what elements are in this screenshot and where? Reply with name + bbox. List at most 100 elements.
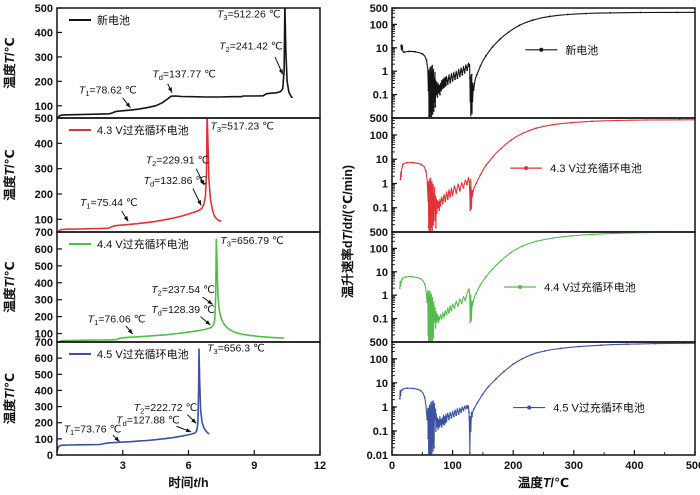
right-panel-4-5v-overcharge: 0.01 0.1 1 10 100 500 0 100 200 300 400 500 4.5 V过充循… [367, 337, 700, 472]
annotation-T1: T1=78.62 ℃ [79, 85, 137, 109]
annotation-text: T2=222.72 ℃ [134, 402, 198, 416]
legend-label: 新电池 [565, 43, 598, 57]
y-tick-label: 200 [35, 76, 53, 88]
annotation-text: T3=656.79 ℃ [220, 235, 284, 249]
y-tick-label: 1 [382, 178, 388, 190]
annotation-text: T3=512.26 ℃ [217, 8, 281, 22]
y-tick-label: 400 [35, 27, 53, 39]
y-tick-label: 100 [35, 434, 53, 446]
legend-4-3v-overcharge: 4.3 V过充循环电池 [69, 123, 189, 137]
x-tick-label: 400 [625, 460, 643, 472]
annotation-Td: Td=128.39 ℃ [151, 304, 215, 326]
y-tick-label: 1 [382, 402, 388, 414]
curve-4-4v-overcharge [58, 238, 284, 342]
y-tick-label: 100 [370, 130, 388, 142]
legend-4-5v-overcharge: 4.5 V过充循环电池 [69, 347, 189, 361]
y-tick-label: 700 [35, 337, 53, 349]
curve-4-3v-overcharge [399, 118, 695, 232]
curve-4-3v-overcharge [57, 118, 222, 232]
y-axis-ticks: 100 200 300 400 500 600 700 [35, 227, 62, 341]
curve-new-battery [57, 8, 294, 118]
y-tick-label: 10 [376, 154, 388, 166]
x-tick-label: 6 [185, 460, 191, 472]
legend-label: 新电池 [97, 13, 130, 27]
y-tick-label: 0.1 [373, 426, 388, 438]
legend-label: 4.4 V过充循环电池 [544, 280, 636, 294]
annotation-Td: Td=137.77 ℃ [152, 69, 216, 93]
annotation-T2: T2=241.42 ℃ [219, 41, 284, 75]
y-tick-label: 100 [370, 243, 388, 255]
y-tick-label: 300 [35, 295, 53, 307]
legend-new-battery: 新电池 [525, 43, 598, 57]
annotation-text: T1=76.06 ℃ [88, 314, 146, 328]
y-tick-label: 200 [35, 189, 53, 201]
x-tick-label: 300 [565, 460, 583, 472]
y-axis-title: 温度T/℃ [2, 149, 17, 200]
y-tick-label: 1 [382, 66, 388, 78]
panel-border [391, 7, 696, 119]
y-tick-label: 200 [35, 418, 53, 430]
annotation-T3: T3=512.26 ℃ [217, 8, 281, 22]
y-axis-title: 温升速率dT/dt/(℃/min) [340, 165, 355, 298]
y-tick-label: 100 [370, 354, 388, 366]
x-axis-ticks: 3 6 9 12 [120, 450, 326, 472]
y-tick-label: 500 [370, 3, 388, 15]
annotation-text: T3=656.3 ℃ [207, 343, 265, 357]
y-tick-label: 400 [35, 138, 53, 150]
annotation-text: T1=73.76 ℃ [64, 423, 122, 437]
legend-4-4v-overcharge: 4.4 V过充循环电池 [69, 237, 189, 251]
y-tick-label: 300 [35, 164, 53, 176]
y-axis-title: 温度T/℃ [2, 37, 17, 88]
annotation-text: Td=127.88 ℃ [116, 414, 180, 428]
panel-border [391, 117, 696, 233]
left-panel-4-5v-overcharge: 0 100 200 300 400 500 600 700 3 6 9 12 4.5 V过充循环电池 T3… [35, 337, 326, 472]
annotation-Td: Td=132.86 ℃ [144, 175, 208, 206]
x-tick-label: 3 [120, 460, 126, 472]
y-axis-ticks: 0 100 200 300 400 500 600 700 [35, 337, 62, 462]
y-tick-label: 100 [35, 101, 53, 113]
y-tick-label: 100 [370, 19, 388, 31]
legend-4-5v-overcharge: 4.5 V过充循环电池 [513, 401, 645, 415]
annotation-text: T2=237.54 ℃ [151, 284, 215, 298]
legend-label: 4.3 V过充循环电池 [97, 123, 189, 137]
y-tick-label: 500 [35, 113, 53, 125]
annotation-text: T3=517.23 ℃ [210, 120, 274, 134]
curve-4-5v-overcharge [399, 342, 695, 455]
annotation-text: T2=229.91 ℃ [146, 155, 210, 169]
y-axis-ticks: 100 200 300 400 500 [35, 3, 62, 113]
y-tick-label: 0.1 [373, 314, 388, 326]
annotation-Td: Td=127.88 ℃ [116, 414, 192, 433]
y-axis-ticks: 0.01 0.1 1 10 100 500 [367, 337, 397, 462]
y-tick-label: 500 [35, 261, 53, 273]
annotation-text: Td=137.77 ℃ [152, 69, 216, 83]
y-tick-label: 1 [382, 290, 388, 302]
curve-4-5v-overcharge [57, 348, 210, 453]
right-panel-new-battery: 0.1 1 10 100 500 新电池 [370, 3, 696, 119]
annotation-text: Td=132.86 ℃ [144, 175, 208, 189]
annotation-T2: T2=222.72 ℃ [134, 402, 198, 424]
x-tick-label: 9 [251, 460, 257, 472]
y-tick-label: 400 [35, 385, 53, 397]
legend-label: 4.5 V过充循环电池 [97, 347, 189, 361]
x-axis-ticks: 0 100 200 300 400 500 [389, 450, 700, 472]
y-tick-label: 400 [35, 278, 53, 290]
y-axis-ticks: 0.1 1 10 100 500 [370, 227, 397, 336]
y-tick-label: 300 [35, 52, 53, 64]
y-tick-label: 600 [35, 353, 53, 365]
x-tick-label: 12 [314, 460, 326, 472]
y-axis-ticks: 0.1 1 10 100 500 [370, 113, 397, 226]
x-axis-title: 温度T/℃ [518, 475, 569, 490]
left-panel-new-battery: 100 200 300 400 500 新电池 T3=512.26 ℃ T2=241.42 ℃… [35, 3, 321, 119]
y-tick-label: 10 [376, 43, 388, 55]
legend-4-4v-overcharge: 4.4 V过充循环电池 [504, 280, 636, 294]
y-tick-label: 500 [370, 227, 388, 239]
annotation-T1: T1=73.76 ℃ [64, 423, 122, 442]
y-tick-label: 0.1 [373, 203, 388, 215]
right-panel-4-4v-overcharge: 0.1 1 10 100 500 4.4 V过充循环电池 [370, 227, 696, 343]
y-tick-label: 500 [370, 337, 388, 349]
annotation-text: T2=241.42 ℃ [219, 41, 283, 55]
y-axis-title: 温度T/℃ [2, 373, 17, 424]
